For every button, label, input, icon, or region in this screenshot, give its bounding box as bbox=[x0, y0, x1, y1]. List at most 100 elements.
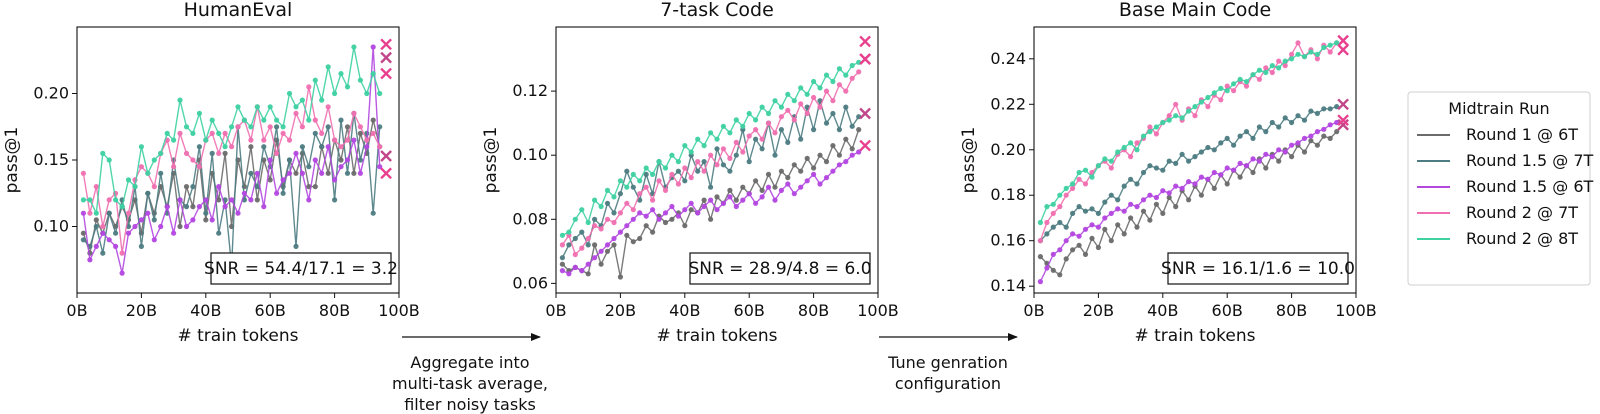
data-point bbox=[843, 104, 849, 110]
data-point bbox=[772, 197, 778, 203]
data-point bbox=[1231, 167, 1237, 173]
data-point bbox=[637, 235, 643, 242]
data-point bbox=[1314, 51, 1320, 57]
data-point bbox=[267, 124, 273, 130]
data-point bbox=[836, 66, 843, 72]
data-point bbox=[849, 123, 855, 129]
data-point bbox=[695, 168, 701, 174]
data-point bbox=[274, 150, 280, 156]
data-point bbox=[1108, 210, 1114, 216]
data-point bbox=[733, 197, 739, 203]
data-point bbox=[280, 124, 286, 130]
data-point bbox=[1128, 140, 1134, 146]
data-point bbox=[222, 204, 228, 210]
data-point bbox=[261, 204, 267, 210]
data-point bbox=[643, 213, 649, 219]
data-point bbox=[1327, 135, 1333, 141]
data-point bbox=[1121, 183, 1127, 189]
data-point bbox=[332, 90, 338, 97]
data-point bbox=[1082, 251, 1089, 257]
data-point bbox=[145, 190, 151, 196]
data-point bbox=[325, 104, 331, 110]
data-point bbox=[1186, 158, 1192, 164]
data-point bbox=[630, 239, 636, 245]
data-point bbox=[598, 261, 604, 267]
data-point bbox=[370, 210, 376, 216]
data-point bbox=[611, 219, 617, 226]
data-point bbox=[836, 82, 843, 88]
y-axis-label: pass@1 bbox=[481, 127, 501, 194]
data-point bbox=[604, 242, 611, 248]
data-point bbox=[171, 137, 177, 143]
data-point bbox=[1102, 215, 1108, 221]
data-point bbox=[753, 200, 759, 206]
data-point bbox=[1211, 185, 1217, 191]
data-point bbox=[80, 170, 86, 176]
data-point bbox=[630, 216, 636, 222]
data-point bbox=[1237, 174, 1243, 180]
data-point bbox=[662, 210, 669, 216]
data-point bbox=[669, 216, 675, 222]
data-point bbox=[235, 124, 241, 130]
data-point bbox=[695, 210, 701, 216]
final-marker bbox=[380, 38, 392, 51]
data-point bbox=[727, 187, 733, 193]
series-line bbox=[1039, 105, 1337, 242]
data-point bbox=[293, 110, 299, 116]
data-point bbox=[1160, 167, 1166, 173]
data-point bbox=[650, 197, 656, 203]
data-point bbox=[1121, 231, 1127, 237]
final-marker bbox=[859, 35, 871, 48]
data-point bbox=[1057, 192, 1063, 198]
data-point bbox=[1070, 185, 1076, 191]
data-point bbox=[1243, 163, 1250, 169]
data-point bbox=[1102, 226, 1108, 232]
data-point bbox=[1076, 233, 1082, 239]
data-point bbox=[1205, 144, 1211, 151]
data-point bbox=[171, 164, 177, 170]
x-axis-label: # train tokens bbox=[656, 326, 777, 346]
legend-label: Round 2 @ 7T bbox=[1466, 203, 1578, 222]
data-point bbox=[778, 104, 785, 110]
data-point bbox=[843, 159, 849, 165]
data-point bbox=[351, 110, 357, 116]
data-point bbox=[804, 178, 810, 184]
data-point bbox=[1237, 160, 1243, 166]
data-point bbox=[1301, 54, 1308, 60]
data-point bbox=[630, 171, 636, 177]
data-point bbox=[190, 157, 196, 163]
data-point bbox=[566, 271, 572, 277]
data-point bbox=[377, 164, 383, 170]
data-point bbox=[1095, 163, 1101, 169]
plot-frame bbox=[1033, 26, 1357, 294]
data-point bbox=[1308, 49, 1314, 55]
y-tick-label: 0.24 bbox=[990, 49, 1026, 68]
data-point bbox=[164, 204, 170, 210]
data-point bbox=[714, 194, 720, 200]
data-point bbox=[643, 223, 649, 229]
data-point bbox=[611, 210, 617, 216]
data-point bbox=[1211, 147, 1217, 153]
data-point bbox=[708, 130, 714, 136]
legend-item: Round 1 @ 6T bbox=[1417, 125, 1578, 144]
data-point bbox=[701, 143, 707, 149]
data-point bbox=[1050, 210, 1056, 216]
data-point bbox=[656, 159, 662, 165]
final-marker bbox=[380, 167, 392, 180]
chart-panel-2: 7-task Code 0B 20B 40B 60B 80B 100B 0.06 0.08 0.1… bbox=[481, 0, 899, 346]
data-point bbox=[1327, 49, 1333, 55]
data-point bbox=[1192, 154, 1198, 160]
data-point bbox=[617, 229, 624, 235]
data-point bbox=[286, 90, 293, 97]
data-point bbox=[579, 229, 585, 235]
data-point bbox=[145, 210, 151, 216]
data-point bbox=[357, 130, 363, 136]
data-point bbox=[1269, 154, 1275, 160]
chart-title: Base Main Code bbox=[1119, 0, 1271, 21]
data-point bbox=[267, 104, 273, 110]
data-point bbox=[1070, 231, 1076, 237]
data-point bbox=[708, 197, 714, 203]
data-point bbox=[125, 230, 132, 236]
data-point bbox=[203, 210, 209, 216]
data-point bbox=[604, 248, 611, 254]
